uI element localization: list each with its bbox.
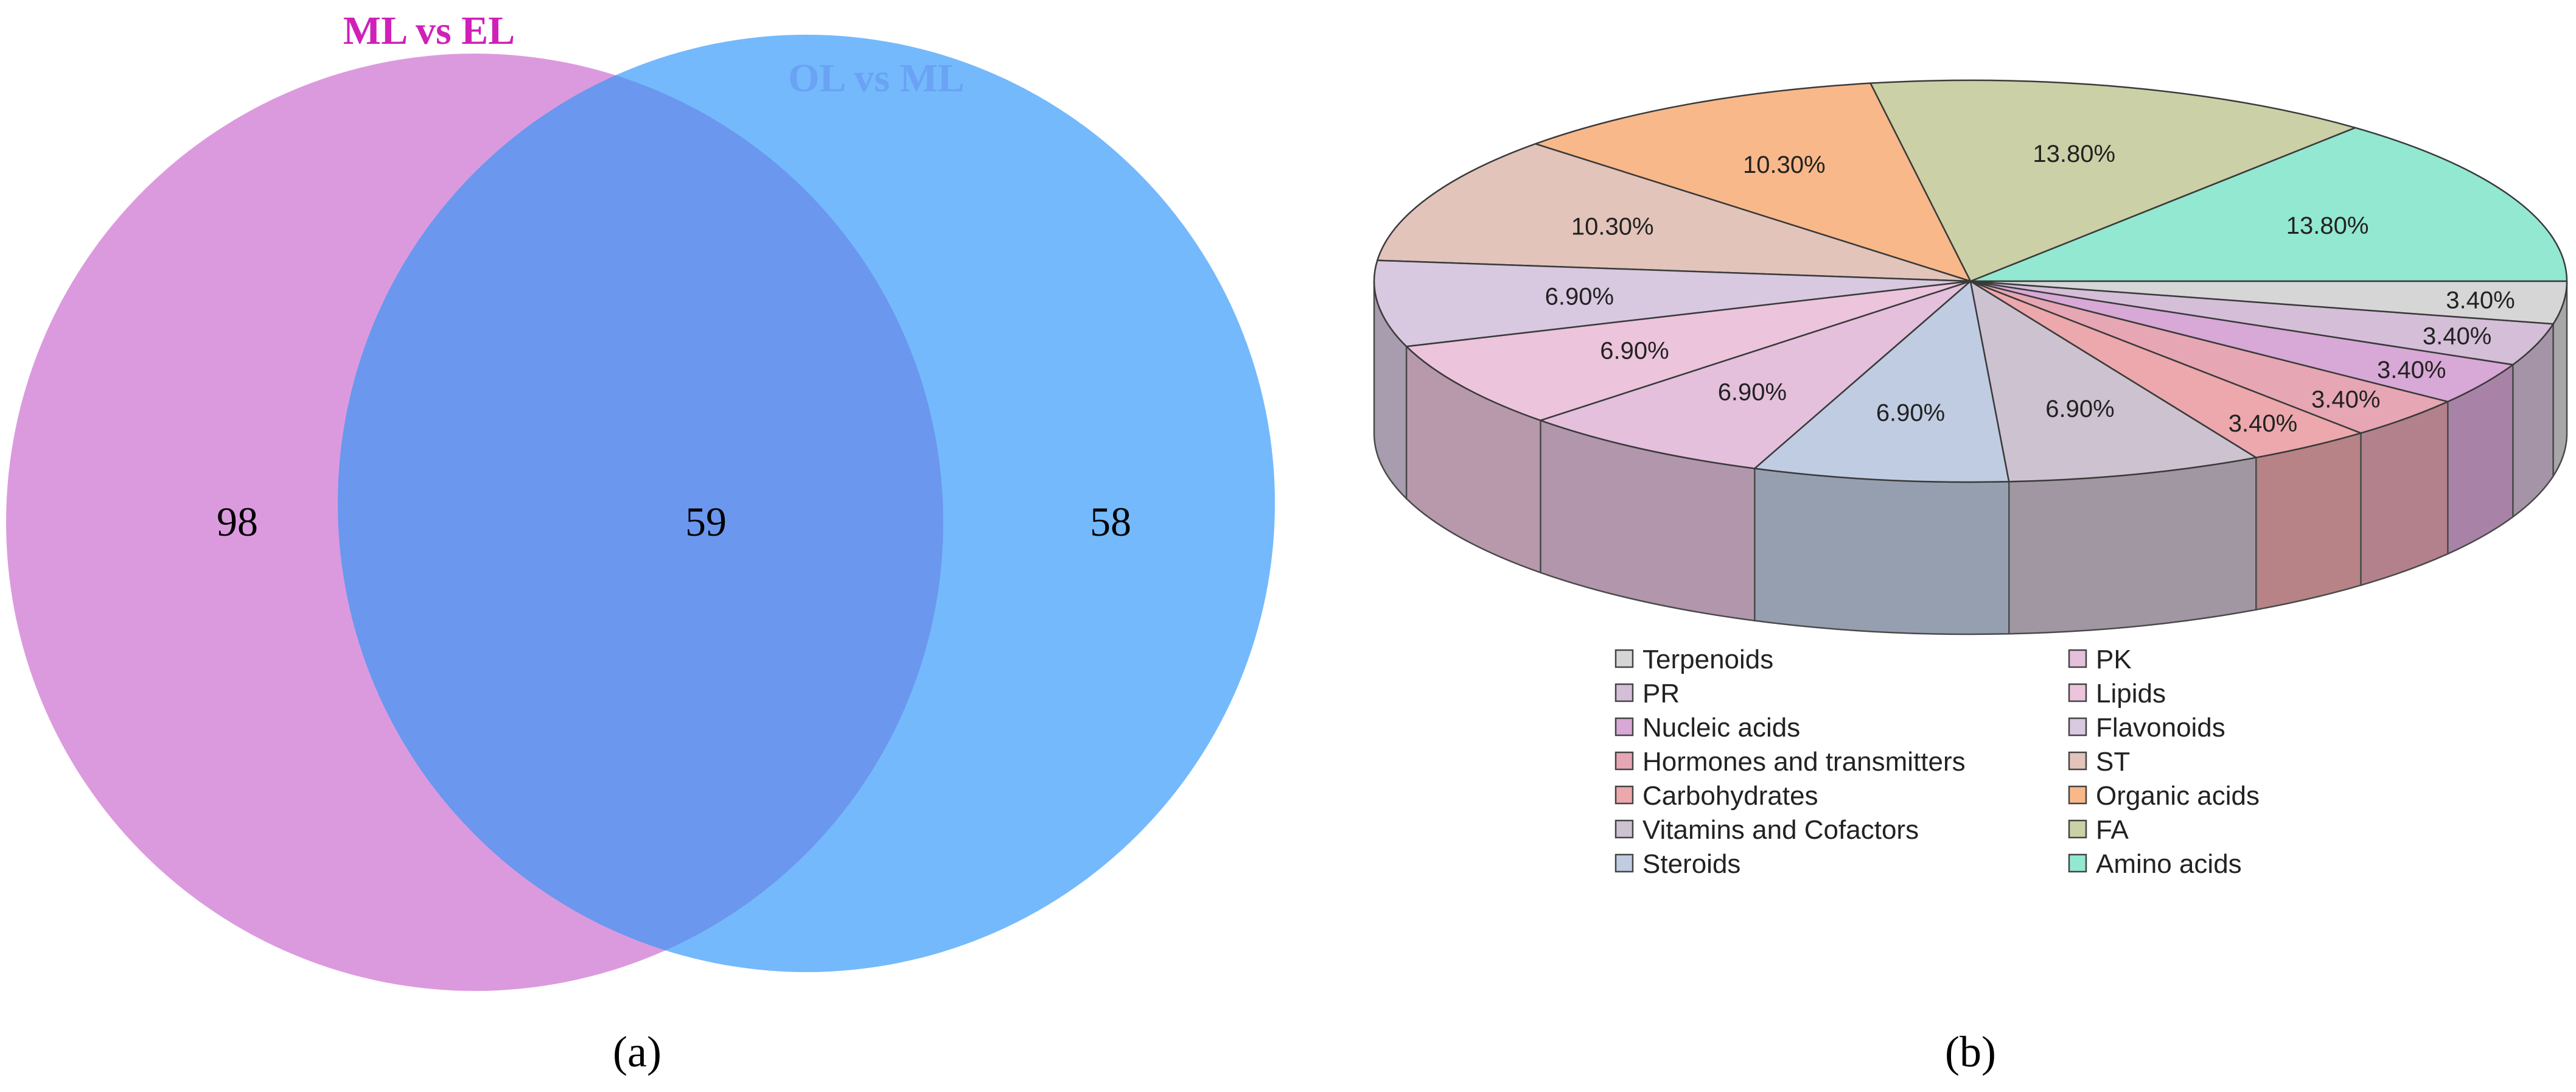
pie-side-vitamins-and-cofactors [2008, 457, 2257, 635]
pie-value-label-flavonoids: 6.90% [1545, 284, 1614, 310]
pie-value-label-steroids: 6.90% [1876, 399, 1945, 426]
pie-slice-steroids [1754, 280, 2010, 483]
pie-side-carbohydrates [2255, 432, 2362, 611]
legend-label-terpenoids: Terpenoids [1642, 645, 1773, 674]
pie-value-label-fa: 13.80% [2033, 141, 2115, 167]
pie-slice-carbohydrates [1969, 280, 2362, 458]
legend-label-pk: PK [2096, 645, 2132, 674]
pie-value-label-pr: 3.40% [2423, 323, 2491, 350]
panel-label-a: (a) [613, 1027, 661, 1076]
pie-slice-vitamins-and-cofactors [1969, 280, 2257, 483]
pie-slice-amino-acids [1969, 127, 2568, 282]
legend-swatch-steroids [1614, 853, 1634, 873]
venn-set-label-ol-vs-ml: OL vs ML [788, 56, 965, 100]
venn-count-ol-vs-ml-only: 58 [1090, 499, 1131, 545]
legend-swatch-vitamins-and-cofactors [1614, 819, 1634, 839]
legend-label-amino-acids: Amino acids [2096, 849, 2242, 879]
legend-label-steroids: Steroids [1642, 849, 1740, 879]
pie-slice-st [1377, 143, 1972, 282]
pie-side-steroids [1754, 467, 2010, 635]
venn-overlap-region [338, 75, 943, 951]
panel-label-b: (b) [1945, 1027, 1996, 1076]
pie-slice-pr [1969, 280, 2554, 366]
pie-value-label-amino-acids: 13.80% [2286, 212, 2369, 239]
pie-value-label-carbohydrates: 3.40% [2229, 410, 2297, 437]
legend-label-hormones-and-transmitters: Hormones and transmitters [1642, 747, 1966, 777]
pie-slice-fa [1869, 79, 2356, 282]
legend-swatch-lipids [2068, 683, 2087, 702]
legend-swatch-flavonoids [2068, 717, 2087, 737]
legend-label-nucleic-acids: Nucleic acids [1642, 713, 1800, 743]
legend-swatch-pk [2068, 649, 2087, 668]
pie-value-label-hormones-and-transmitters: 3.40% [2311, 386, 2380, 413]
pie-value-label-pk: 6.90% [1718, 379, 1787, 405]
legend-swatch-terpenoids [1614, 649, 1634, 668]
legend-swatch-nucleic-acids [1614, 717, 1634, 737]
legend-label-organic-acids: Organic acids [2096, 781, 2260, 811]
pie-slice-hormones-and-transmitters [1969, 280, 2449, 434]
legend-label-carbohydrates: Carbohydrates [1642, 781, 1818, 811]
venn-count-ml-vs-el-only: 98 [217, 499, 258, 545]
pie-chart: 13.80% 13.80% 10.30% 10.30% 6.90% 6.90% 6.90% 6… [1373, 79, 2568, 635]
legend-swatch-fa [2068, 819, 2087, 839]
legend-swatch-organic-acids [2068, 785, 2087, 805]
legend-swatch-hormones-and-transmitters [1614, 751, 1634, 771]
pie-legend: Terpenoids PR Nucleic acids Hormones and tr… [1614, 645, 2260, 879]
legend-swatch-carbohydrates [1614, 785, 1634, 805]
legend-label-st: ST [2096, 747, 2130, 777]
venn-diagram: ML vs EL OL vs ML 98 59 58 (a) [6, 9, 1275, 1076]
legend-swatch-amino-acids [2068, 853, 2087, 873]
pie-value-label-lipids: 6.90% [1600, 338, 1669, 365]
legend-swatch-pr [1614, 683, 1634, 702]
pie-value-label-vitamins-and-cofactors: 6.90% [2045, 396, 2114, 422]
pie-value-label-nucleic-acids: 3.40% [2377, 357, 2446, 383]
venn-set-label-ml-vs-el: ML vs EL [343, 9, 515, 53]
venn-count-shared: 59 [685, 499, 727, 545]
legend-label-vitamins-and-cofactors: Vitamins and Cofactors [1642, 815, 1919, 845]
pie-value-label-organic-acids: 10.30% [1743, 152, 1826, 178]
pie-slice-terpenoids [1969, 280, 2568, 325]
legend-label-fa: FA [2096, 815, 2129, 845]
pie-slice-pk [1540, 280, 1972, 469]
pie-slice-nucleic-acids [1969, 280, 2514, 403]
pie-value-label-terpenoids: 3.40% [2446, 287, 2515, 313]
legend-swatch-st [2068, 751, 2087, 771]
legend-label-flavonoids: Flavonoids [2096, 713, 2225, 743]
legend-label-lipids: Lipids [2096, 679, 2166, 709]
pie-slice-organic-acids [1534, 82, 1972, 282]
pie-slice-flavonoids [1373, 259, 1972, 348]
legend-label-pr: PR [1642, 679, 1680, 709]
pie-slice-lipids [1405, 280, 1972, 421]
pie-value-label-st: 10.30% [1571, 213, 1654, 240]
